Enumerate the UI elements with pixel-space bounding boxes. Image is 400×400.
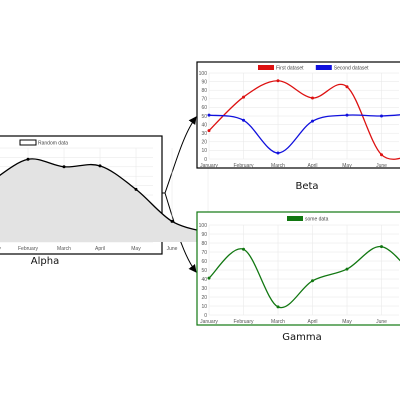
chart-gamma: 0 10 20 30 40 50 60 70 80 90 100 January February Mar… <box>196 211 400 343</box>
x-tick-label: March <box>271 319 285 325</box>
y-tick-label: 30 <box>201 286 207 292</box>
y-tick-label: 0 <box>204 313 207 319</box>
chart-title: Gamma <box>282 332 322 343</box>
legend-swatch <box>315 65 332 70</box>
x-tick-label: March <box>57 246 71 252</box>
legend-label: Second dataset <box>334 66 369 72</box>
x-tick-label: January <box>200 163 218 169</box>
x-tick-label: April <box>95 246 105 252</box>
chart-frame <box>196 211 400 326</box>
data-point <box>62 165 66 169</box>
x-tick-label: February <box>18 246 39 252</box>
x-tick-label: June <box>167 246 178 252</box>
data-point <box>276 79 280 83</box>
legend-label: Random data <box>38 141 68 147</box>
legend-label: some data <box>305 217 329 223</box>
y-tick-label: 80 <box>201 88 207 94</box>
y-tick-label: 70 <box>201 250 207 256</box>
chart-frame <box>196 61 400 169</box>
legend-swatch <box>19 139 37 146</box>
y-tick-label: 20 <box>201 295 207 301</box>
y-tick-label: 40 <box>201 122 207 128</box>
data-point <box>207 276 211 280</box>
legend-swatch <box>287 216 303 221</box>
x-tick-label: January <box>200 319 218 325</box>
y-tick-label: 10 <box>201 148 207 154</box>
x-tick-label: May <box>131 246 141 252</box>
x-tick-label: June <box>376 163 387 169</box>
chart-title: Alpha <box>31 256 59 267</box>
data-point <box>345 267 349 271</box>
area-fill <box>0 158 208 242</box>
data-point <box>242 247 245 251</box>
data-point <box>26 157 30 161</box>
data-point <box>242 95 245 99</box>
y-tick-label: 70 <box>201 97 207 103</box>
y-tick-label: 90 <box>201 232 207 238</box>
y-tick-label: 60 <box>201 259 207 265</box>
data-point <box>311 279 314 283</box>
gridlines <box>208 224 399 316</box>
data-point <box>207 113 211 117</box>
x-tick-label: June <box>376 319 387 325</box>
y-tick-label: 10 <box>201 304 207 310</box>
y-tick-label: 100 <box>199 223 208 229</box>
arrow-to-beta <box>164 116 197 194</box>
x-tick-label: January <box>0 246 1 252</box>
x-tick-label: February <box>233 163 254 169</box>
y-tick-label: 40 <box>201 277 207 283</box>
data-point <box>311 119 314 123</box>
data-point <box>276 305 280 309</box>
x-tick-label: April <box>307 319 317 325</box>
y-tick-label: 20 <box>201 140 207 146</box>
x-tick-label: May <box>342 319 352 325</box>
y-tick-label: 80 <box>201 241 207 247</box>
legend-swatch <box>258 65 274 70</box>
data-point <box>380 153 383 157</box>
y-tick-label: 50 <box>201 114 207 120</box>
x-tick-label: March <box>271 163 285 169</box>
data-point <box>170 219 174 223</box>
y-tick-label: 90 <box>201 79 207 85</box>
x-tick-label: February <box>233 319 254 325</box>
data-point <box>134 187 138 191</box>
y-tick-label: 0 <box>204 157 207 163</box>
x-tick-label: April <box>307 163 317 169</box>
data-point <box>276 151 280 155</box>
data-point <box>311 96 314 100</box>
chart-beta: 0 10 20 30 40 50 60 70 80 90 100 January February Mar… <box>196 61 400 192</box>
data-point <box>98 164 102 168</box>
data-point <box>380 245 383 249</box>
y-tick-label: 100 <box>199 71 208 77</box>
chart-alpha: JanuaryFebruaryMarchAprilMayJuneJulyRand… <box>0 135 213 267</box>
data-point <box>207 129 211 133</box>
y-tick-label: 30 <box>201 131 207 137</box>
x-tick-label: May <box>342 163 352 169</box>
data-point <box>345 85 349 89</box>
y-tick-label: 60 <box>201 105 207 111</box>
data-point <box>380 114 383 118</box>
data-point <box>242 118 245 122</box>
chart-title: Beta <box>295 181 318 192</box>
data-point <box>345 113 349 117</box>
legend-label: First dataset <box>276 66 304 72</box>
y-tick-label: 50 <box>201 268 207 274</box>
